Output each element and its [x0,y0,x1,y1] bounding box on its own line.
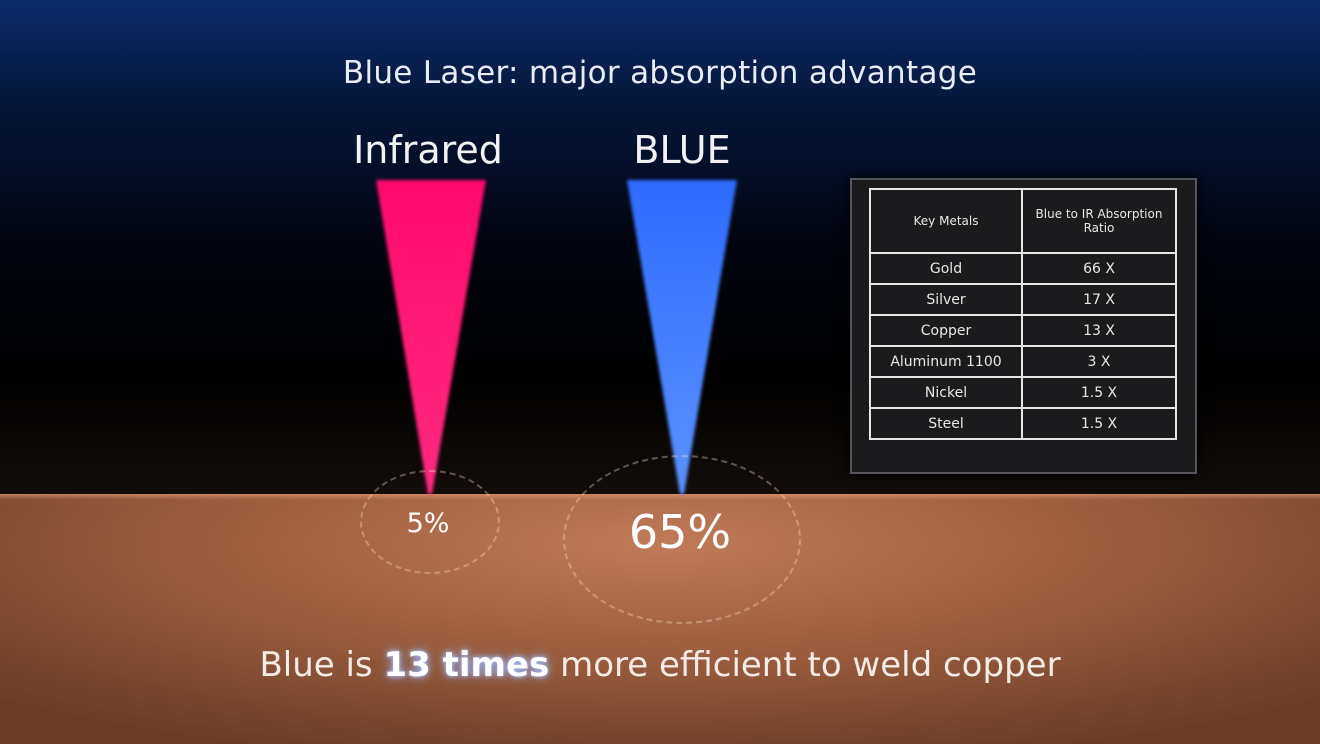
infrared-label: Infrared [353,128,503,172]
table-header: Key Metals Blue to IR Absorption Ratio [869,188,1177,254]
blue-label: BLUE [633,128,731,172]
ratio: 1.5 X [1021,376,1177,409]
blue-absorption: 65% [628,505,732,559]
table-row: Aluminum 1100 3 X [869,345,1177,378]
absorption-ratio-table: Key Metals Blue to IR Absorption Ratio G… [869,188,1177,440]
header-ratio: Blue to IR Absorption Ratio [1021,188,1177,254]
ratio: 1.5 X [1021,407,1177,440]
metal: Steel [869,407,1023,440]
infrared-absorption: 5% [406,508,450,539]
infrared-beam [376,180,486,494]
table-row: Steel 1.5 X [869,407,1177,440]
metal: Silver [869,283,1023,316]
blue-beam [627,180,737,494]
ratio: 66 X [1021,252,1177,285]
ratio: 3 X [1021,345,1177,378]
table-row: Silver 17 X [869,283,1177,316]
caption-highlight: 13 times [383,645,550,685]
metal: Copper [869,314,1023,347]
absorption-ratio-table-panel: Key Metals Blue to IR Absorption Ratio G… [850,178,1197,474]
metal: Nickel [869,376,1023,409]
slide-title: Blue Laser: major absorption advantage [342,55,978,91]
ratio: 17 X [1021,283,1177,316]
metal: Aluminum 1100 [869,345,1023,378]
metal: Gold [869,252,1023,285]
caption-before: Blue is [259,645,373,685]
blue-ripple [563,455,801,624]
table-row: Nickel 1.5 X [869,376,1177,409]
ratio: 13 X [1021,314,1177,347]
infrared-ripple [360,470,500,574]
caption: Blue is 13 times more efficient to weld … [0,645,1320,685]
table-row: Copper 13 X [869,314,1177,347]
table-row: Gold 66 X [869,252,1177,285]
header-key-metals: Key Metals [869,188,1023,254]
caption-after: more efficient to weld copper [560,645,1061,685]
